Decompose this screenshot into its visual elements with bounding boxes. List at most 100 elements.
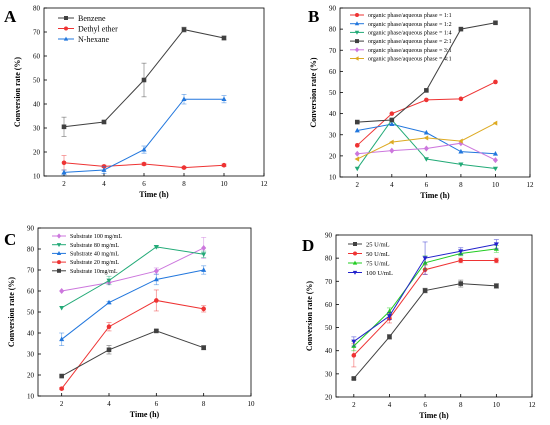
y-tick-label: 80 [325, 255, 333, 263]
data-point [153, 268, 159, 275]
data-point [61, 169, 67, 175]
x-tick-label: 4 [390, 181, 394, 189]
legend-marker [352, 260, 358, 265]
data-point [106, 324, 112, 330]
series-1 [59, 245, 207, 311]
data-point [423, 145, 429, 152]
y-tick-label: 20 [329, 152, 337, 160]
data-point [201, 244, 207, 251]
series-4 [59, 328, 207, 379]
y-tick-label: 80 [27, 246, 35, 254]
legend-label: 100 U/mL [366, 270, 393, 277]
data-point [493, 242, 499, 248]
data-point [458, 148, 464, 154]
y-axis-label: Conversion rate (%) [309, 57, 318, 128]
series-3 [354, 20, 498, 125]
legend-label: N-hexane [78, 35, 110, 44]
data-point [458, 249, 464, 254]
data-point [141, 146, 147, 152]
y-tick-label: 10 [329, 174, 337, 182]
x-tick-label: 10 [221, 180, 229, 188]
legend-marker [64, 26, 68, 31]
data-point [492, 157, 498, 164]
y-tick-label: 50 [33, 77, 41, 85]
y-tick-label: 50 [27, 309, 35, 317]
data-point [154, 298, 159, 303]
data-point [389, 147, 395, 154]
legend-marker [355, 13, 359, 17]
data-point [458, 138, 463, 144]
data-point [354, 150, 360, 157]
data-point [354, 166, 360, 172]
x-axis-label: Time (h) [420, 191, 450, 200]
chart-panel-b: B 2 4 6 8 10 12 10 20 30 40 50 60 70 80 90 Time (h) Conve… [308, 5, 534, 201]
data-point [351, 339, 357, 345]
series-line [61, 247, 204, 292]
data-point [423, 157, 429, 162]
series-3 [59, 289, 207, 391]
legend-marker [57, 268, 61, 273]
data-point [492, 151, 498, 156]
series-line [61, 246, 204, 309]
data-point [201, 267, 207, 272]
data-point [61, 160, 67, 166]
data-point [389, 121, 395, 127]
x-tick-label: 10 [493, 401, 501, 409]
series-0 [61, 26, 227, 137]
legend: organic phase/aqueous phase = 1:1 organic… [350, 13, 452, 63]
series-2 [59, 265, 207, 347]
panel-label: B [308, 7, 319, 26]
data-point [221, 35, 227, 41]
data-point [423, 129, 429, 135]
x-tick-label: 8 [459, 181, 463, 189]
y-axis-label: Conversion rate (%) [7, 277, 16, 348]
x-tick-label: 4 [102, 180, 106, 188]
x-tick-label: 8 [459, 401, 463, 409]
data-point [201, 306, 206, 312]
y-tick-label: 60 [329, 68, 337, 76]
x-tick-label: 2 [356, 181, 360, 189]
data-point [201, 345, 206, 350]
y-tick-label: 70 [325, 278, 333, 286]
legend-marker [56, 243, 62, 248]
y-tick-label: 40 [329, 110, 337, 118]
x-tick-label: 2 [60, 400, 64, 408]
data-point [458, 96, 464, 102]
data-point [387, 334, 392, 340]
y-tick-label: 90 [27, 225, 35, 233]
data-point [422, 288, 428, 293]
data-point [141, 161, 147, 167]
y-tick-label: 60 [33, 53, 41, 61]
legend-marker [355, 39, 359, 44]
legend-marker [57, 260, 61, 265]
data-point [458, 26, 464, 32]
data-point [221, 162, 227, 168]
y-tick-label: 70 [33, 29, 41, 37]
legend-marker [354, 56, 359, 61]
y-tick-label: 50 [325, 324, 333, 332]
y-tick-label: 90 [329, 5, 337, 13]
legend-label: 50 U/mL [366, 251, 390, 258]
data-point [154, 328, 159, 334]
data-point [59, 386, 64, 391]
data-point [59, 305, 65, 311]
legend-label: organic phase/aqueous phase = 4:1 [368, 57, 452, 63]
x-tick-label: 6 [155, 400, 159, 408]
plot-frame [335, 234, 533, 398]
x-axis-label: Time (h) [139, 190, 169, 199]
plot-frame [43, 7, 265, 177]
legend-label: organic phase/aqueous phase = 1:1 [368, 13, 452, 19]
series-line [357, 122, 496, 160]
data-point [493, 79, 498, 85]
y-tick-label: 70 [27, 267, 35, 275]
legend-label: Substrate 10mg/mL [70, 269, 118, 275]
y-tick-label: 50 [329, 89, 337, 97]
series-1 [61, 155, 227, 171]
data-point [61, 124, 67, 130]
y-tick-label: 40 [325, 347, 333, 355]
y-tick-label: 60 [325, 301, 333, 309]
legend-marker [354, 47, 360, 53]
legend-label: organic phase/aqueous phase = 1:4 [368, 31, 452, 37]
x-axis-label: Time (h) [419, 411, 449, 420]
y-tick-label: 10 [27, 393, 35, 401]
